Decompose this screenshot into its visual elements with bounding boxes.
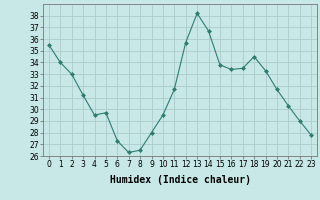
X-axis label: Humidex (Indice chaleur): Humidex (Indice chaleur) bbox=[109, 175, 251, 185]
